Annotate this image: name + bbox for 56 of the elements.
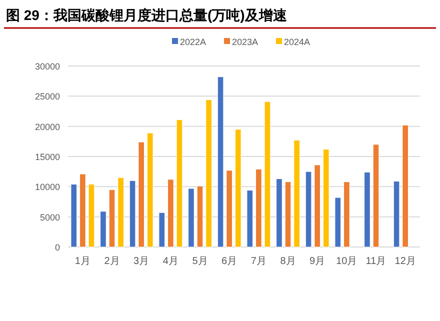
x-tick-label: 4月: [162, 256, 178, 267]
bar: [226, 170, 232, 248]
x-tick-label: 6月: [222, 256, 238, 267]
y-tick-label: 0: [54, 242, 60, 252]
bar: [284, 182, 292, 248]
bar: [129, 180, 136, 248]
bar: [402, 124, 408, 248]
y-tick-label: 15000: [34, 152, 60, 162]
y-tick-label: 5000: [40, 212, 60, 222]
bar: [206, 100, 212, 248]
bar: [196, 186, 204, 248]
x-tick-label: 1月: [74, 256, 90, 267]
bar: [234, 129, 242, 248]
bar: [138, 142, 144, 248]
x-tick-label: 7月: [250, 256, 266, 267]
bar: [276, 178, 282, 248]
x-tick-label: 3月: [134, 256, 150, 267]
y-tick-label: 20000: [34, 122, 60, 132]
y-tick-label: 25000: [34, 92, 60, 102]
bar: [305, 171, 312, 248]
y-tick-label: 10000: [34, 182, 60, 192]
bar: [168, 179, 174, 248]
legend-label: 2024A: [284, 37, 310, 47]
x-tick-label: 12月: [394, 256, 416, 267]
bar: [334, 197, 342, 248]
bar: [217, 76, 224, 248]
y-tick-label: 30000: [34, 62, 60, 72]
x-tick-label: 10月: [336, 256, 358, 267]
legend-label: 2023A: [232, 37, 258, 47]
x-tick-label: 8月: [280, 256, 296, 267]
bar: [393, 180, 400, 248]
x-tick-label: 9月: [310, 256, 326, 267]
bar: [176, 119, 183, 248]
bar: [246, 190, 254, 248]
bar: [158, 212, 166, 248]
bar: [364, 172, 370, 248]
bar: [108, 189, 116, 248]
bar: [344, 182, 350, 248]
bar: [88, 184, 95, 248]
bar: [118, 177, 124, 248]
legend-label: 2022A: [180, 37, 206, 47]
bar: [322, 149, 330, 248]
x-tick-label: 5月: [192, 256, 208, 267]
bar: [146, 132, 154, 248]
bar: [314, 164, 320, 248]
title: 图 29：我国碳酸锂月度进口总量(万吨)及增速: [6, 7, 287, 23]
bar: [188, 188, 194, 248]
bar: [256, 168, 262, 248]
bar: [372, 144, 380, 248]
bar: [264, 101, 271, 248]
bar: [80, 174, 86, 248]
x-tick-label: 11月: [366, 256, 386, 267]
x-tick-label: 2月: [104, 256, 120, 267]
bar: [100, 211, 106, 248]
bar: [294, 140, 300, 248]
bar: [70, 184, 78, 248]
